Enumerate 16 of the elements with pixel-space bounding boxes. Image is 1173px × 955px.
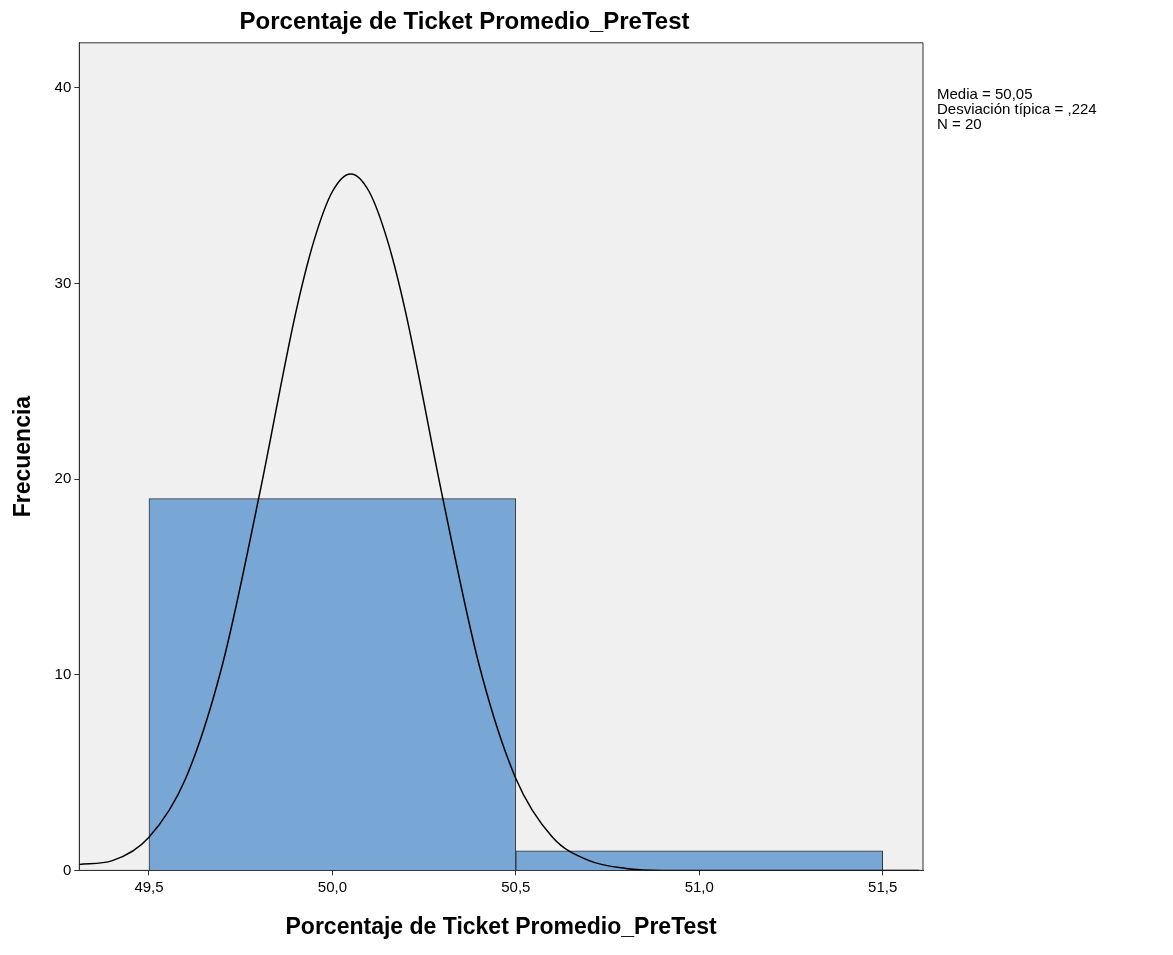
x-tick-label: 51,5	[868, 877, 898, 895]
text: N = 20	[937, 115, 982, 133]
y-tick-label: 20	[54, 469, 72, 487]
y-tick-label: 40	[54, 77, 72, 95]
chart-title: Porcentaje de Ticket Promedio_PreTest	[239, 7, 690, 35]
y-tick-label: 0	[62, 860, 72, 878]
x-tick-label: 51,0	[684, 877, 714, 895]
x-axis-title: Porcentaje de Ticket Promedio_PreTest	[285, 912, 718, 939]
y-axis-title: Frecuencia	[9, 395, 36, 518]
y-tick-label: 10	[54, 664, 72, 682]
x-tick-label: 50,0	[317, 877, 347, 895]
y-tick-label: 30	[54, 273, 72, 291]
text: Media = 50,05	[937, 85, 1033, 103]
text: Desviación típica = ,224	[937, 100, 1097, 118]
x-tick-label: 49,5	[134, 877, 164, 895]
x-tick-label: 50,5	[501, 877, 531, 895]
